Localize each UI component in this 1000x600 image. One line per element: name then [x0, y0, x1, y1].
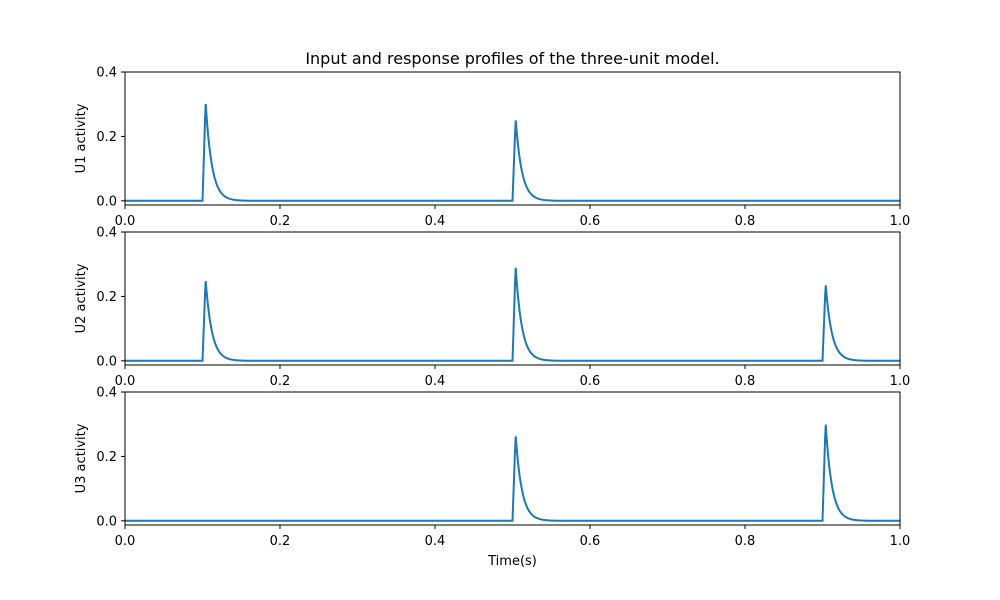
x-tick-label: 1.0 — [890, 214, 911, 229]
series-line — [125, 103, 900, 202]
x-tick-label: 0.4 — [425, 374, 446, 389]
axes-frame — [124, 391, 901, 526]
subplot-2: 0.0 0.2 0.4 0.6 0.8 1.0 0.0 0.2 0.4 U2 activity — [74, 226, 910, 390]
x-tick-label: 0.0 — [115, 214, 136, 229]
x-tick-label: 0.2 — [270, 374, 291, 389]
y-tick-label: 0.4 — [96, 386, 117, 401]
y-tick-label: 0.0 — [96, 194, 117, 209]
x-tick-label: 0.4 — [425, 534, 446, 549]
x-tick-label: 0.2 — [270, 534, 291, 549]
chart-title: Input and response profiles of the three… — [305, 49, 719, 68]
y-axis-label: U2 activity — [74, 263, 89, 333]
subplot-3: 0.0 0.2 0.4 0.6 0.8 1.0 0.0 0.2 0.4 U3 activity Ti… — [74, 386, 910, 570]
x-tick-label: 0.2 — [270, 214, 291, 229]
y-tick-label: 0.2 — [96, 130, 117, 145]
subplot-1: 0.0 0.2 0.4 0.6 0.8 1.0 0.0 0.2 0.4 U1 activity — [74, 66, 910, 230]
x-tick-label: 0.8 — [735, 534, 756, 549]
y-tick-label: 0.2 — [96, 290, 117, 305]
y-axis-label: U1 activity — [74, 103, 89, 173]
y-tick-label: 0.2 — [96, 450, 117, 465]
series-line — [125, 267, 900, 362]
x-tick-label: 1.0 — [890, 374, 911, 389]
axes-frame — [124, 231, 901, 366]
subplots: 0.0 0.2 0.4 0.6 0.8 1.00.00.20.4U1 activity0.… — [74, 66, 910, 570]
x-tick-label: 0.6 — [580, 534, 601, 549]
x-tick-label: 0.8 — [735, 374, 756, 389]
x-tick-label: 0.8 — [735, 214, 756, 229]
y-tick-label: 0.4 — [96, 226, 117, 241]
x-tick-label: 1.0 — [890, 534, 911, 549]
x-tick-label: 0.6 — [580, 214, 601, 229]
x-axis-label: Time(s) — [487, 554, 537, 569]
x-tick-label: 0.0 — [115, 534, 136, 549]
x-tick-label: 0.6 — [580, 374, 601, 389]
y-axis-label: U3 activity — [74, 423, 89, 493]
y-tick-label: 0.0 — [96, 514, 117, 529]
y-tick-label: 0.0 — [96, 354, 117, 369]
y-tick-label: 0.4 — [96, 66, 117, 81]
series-line — [125, 424, 900, 522]
axes-frame — [124, 71, 901, 206]
x-tick-label: 0.4 — [425, 214, 446, 229]
x-tick-label: 0.0 — [115, 374, 136, 389]
